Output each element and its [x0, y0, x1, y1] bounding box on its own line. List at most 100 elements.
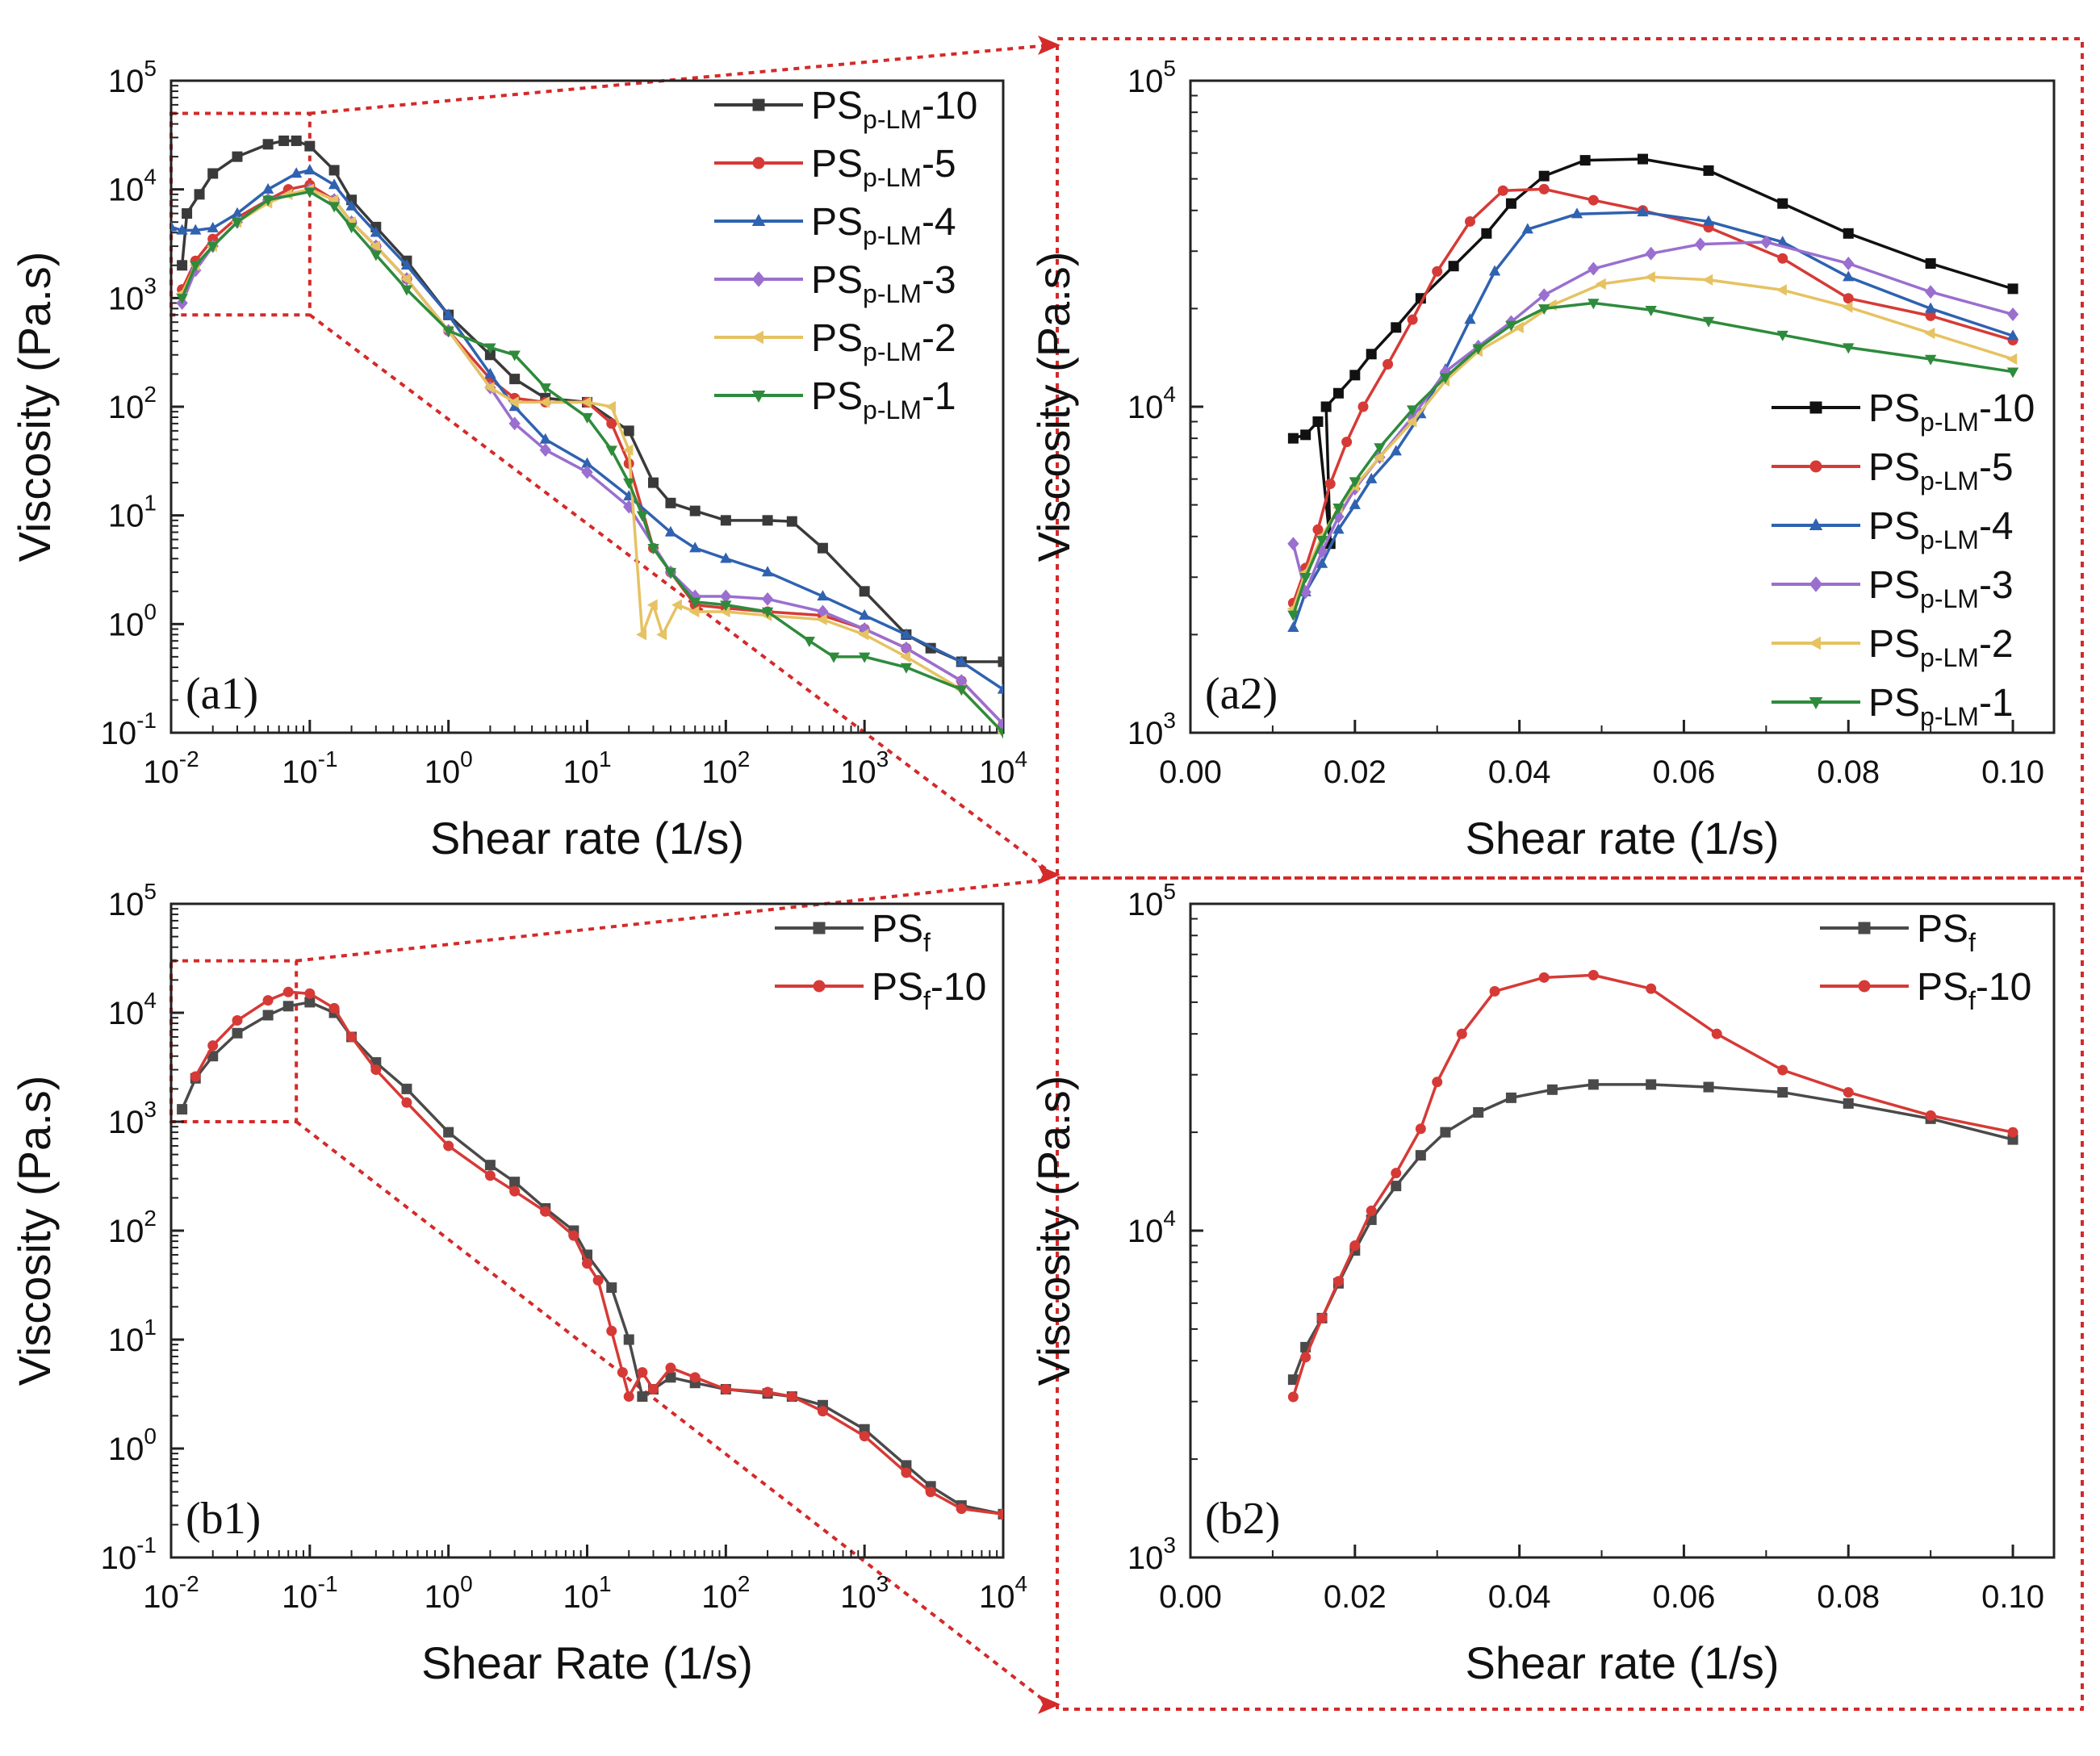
data-point-PSf	[1391, 1181, 1402, 1192]
data-point-PSf	[637, 1391, 648, 1403]
chart-panel-b2: 0.00 0.02 0.04 0.06 0.08 0.10 103 104 105 Shear r…	[1028, 879, 2056, 1688]
data-point-PSf-10	[606, 1325, 617, 1336]
data-point-PSp-LM-1	[859, 652, 871, 663]
data-point-PSp-LM-1	[508, 350, 521, 362]
y-tick-label: 105	[108, 879, 157, 922]
legend-entry-PSp-LM-10: PSp-LM-10	[1868, 387, 2035, 437]
arrowhead-a-top	[1038, 36, 1060, 55]
legend-marker	[1809, 401, 1822, 414]
data-point-PSp-LM-3	[1299, 585, 1311, 600]
data-point-PSp-LM-10	[328, 165, 340, 176]
data-point-PSp-LM-1	[664, 567, 677, 579]
x-tick-label: 10-1	[282, 746, 337, 790]
legend-marker	[813, 980, 826, 993]
data-point-PSp-LM-10	[647, 477, 659, 488]
chart-panel-a1: 10-2 10-1 100 101 102 103 10410-11001011021031…	[9, 56, 1027, 863]
legend-marker	[1809, 460, 1822, 473]
y-tick-label: 100	[108, 1424, 157, 1467]
data-point-PSp-LM-4	[190, 224, 202, 235]
data-point-PSp-LM-1	[720, 600, 732, 612]
y-tick-label: 102	[108, 382, 157, 425]
zoom-connectors	[169, 36, 2084, 1714]
y-tick-label: 100	[108, 599, 157, 642]
series-line-PSf-10	[194, 990, 1003, 1516]
data-point-PSp-LM-10	[859, 586, 870, 597]
arrowhead-a-bottom	[1038, 865, 1060, 884]
data-point-PSp-LM-4	[207, 221, 219, 232]
data-point-PSf	[282, 1001, 294, 1012]
data-point-PSp-LM-1	[231, 218, 244, 229]
x-tick-label: 0.02	[1324, 1579, 1387, 1615]
data-point-PSp-LM-5	[1357, 401, 1369, 412]
x-axis-label: Shear rate (1/s)	[1465, 1637, 1779, 1688]
data-point-PSf-10	[925, 1486, 936, 1498]
legend-entry-PSf: PSf	[1917, 908, 1976, 957]
data-point-PSp-LM-10	[1448, 261, 1459, 272]
chart-panel-a2: 0.00 0.02 0.04 0.06 0.08 0.10 103 104 105 Shear r…	[1028, 56, 2056, 863]
data-point-PSf-10	[262, 995, 274, 1006]
data-point-PSp-LM-3	[1588, 261, 1600, 276]
y-tick-label: 10-1	[101, 1532, 157, 1576]
data-point-PSp-LM-1	[1538, 304, 1550, 316]
data-point-PSp-LM-2	[622, 444, 634, 456]
data-point-PSp-LM-4	[1464, 313, 1476, 324]
data-point-PSf	[665, 1372, 676, 1383]
data-point-PSp-LM-10	[1843, 228, 1854, 239]
data-point-PSf-10	[762, 1386, 773, 1398]
data-point-PSp-LM-10	[1391, 322, 1402, 333]
data-point-PSf-10	[401, 1097, 412, 1108]
legend-entry-PSp-LM-4: PSp-LM-4	[1868, 505, 2014, 554]
data-point-PSp-LM-4	[689, 541, 701, 553]
data-point-PSp-LM-10	[207, 168, 219, 179]
data-point-PSp-LM-2	[688, 605, 700, 618]
y-tick-label: 104	[108, 165, 157, 208]
legend-entry-PSp-LM-10: PSp-LM-10	[811, 85, 977, 134]
data-point-PSp-LM-1	[605, 445, 617, 457]
data-point-PSf	[901, 1460, 912, 1471]
data-point-PSf-10	[1300, 1352, 1311, 1363]
data-point-PSp-LM-2	[508, 396, 519, 408]
data-point-PSp-LM-4	[261, 182, 274, 194]
data-point-PSf-10	[232, 1015, 243, 1026]
data-point-PSf-10	[998, 1508, 1003, 1520]
data-point-PSf-10	[509, 1185, 521, 1197]
data-point-PSp-LM-10	[817, 542, 828, 554]
x-tick-label: 101	[563, 746, 611, 790]
data-point-PSf-10	[370, 1064, 382, 1076]
data-point-PSp-LM-4	[1702, 215, 1715, 226]
data-point-PSf-10	[859, 1431, 870, 1442]
data-point-PSp-LM-1	[900, 663, 913, 674]
legend: PSf PSf-10	[1820, 908, 2031, 1015]
data-point-PSf-10	[647, 1384, 659, 1395]
data-point-PSp-LM-2	[656, 629, 667, 641]
data-point-PSf-10	[1456, 1028, 1467, 1039]
data-point-PSf-10	[1489, 985, 1500, 997]
data-point-PSf	[304, 997, 316, 1008]
y-axis-label: Viscosity (Pa.s)	[9, 1076, 60, 1386]
y-tick-label: 105	[1127, 879, 1176, 922]
data-point-PSp-LM-4	[328, 178, 341, 190]
y-axis-label: Viscosity (Pa.s)	[1028, 252, 1079, 562]
panel-label: (b1)	[186, 1494, 261, 1544]
data-point-PSp-LM-4	[720, 552, 732, 563]
data-point-PSp-LM-1	[1406, 405, 1419, 416]
data-point-PSf-10	[1843, 1087, 1854, 1098]
data-point-PSp-LM-4	[539, 433, 551, 444]
x-tick-label: 0.04	[1488, 1579, 1551, 1615]
data-point-PSf-10	[1777, 1064, 1788, 1076]
data-point-PSf-10	[346, 1031, 358, 1043]
x-tick-label: 100	[425, 746, 473, 790]
data-point-PSp-LM-10	[182, 208, 193, 220]
data-point-PSp-LM-1	[647, 544, 659, 555]
series-line-PSp-LM-3	[1291, 240, 2014, 594]
data-point-PSp-LM-3	[1538, 288, 1550, 303]
data-point-PSp-LM-1	[328, 202, 341, 213]
x-tick-label: 102	[701, 1571, 750, 1615]
data-point-PSp-LM-10	[762, 515, 773, 526]
series-group	[1287, 969, 2018, 1403]
data-point-PSp-LM-1	[207, 241, 219, 253]
data-point-PSp-LM-2	[1595, 278, 1606, 291]
data-point-PSp-LM-4	[1843, 270, 1855, 282]
legend-entry-PSp-LM-5: PSp-LM-5	[1868, 446, 2014, 495]
data-point-PSp-LM-1	[1924, 354, 1937, 366]
